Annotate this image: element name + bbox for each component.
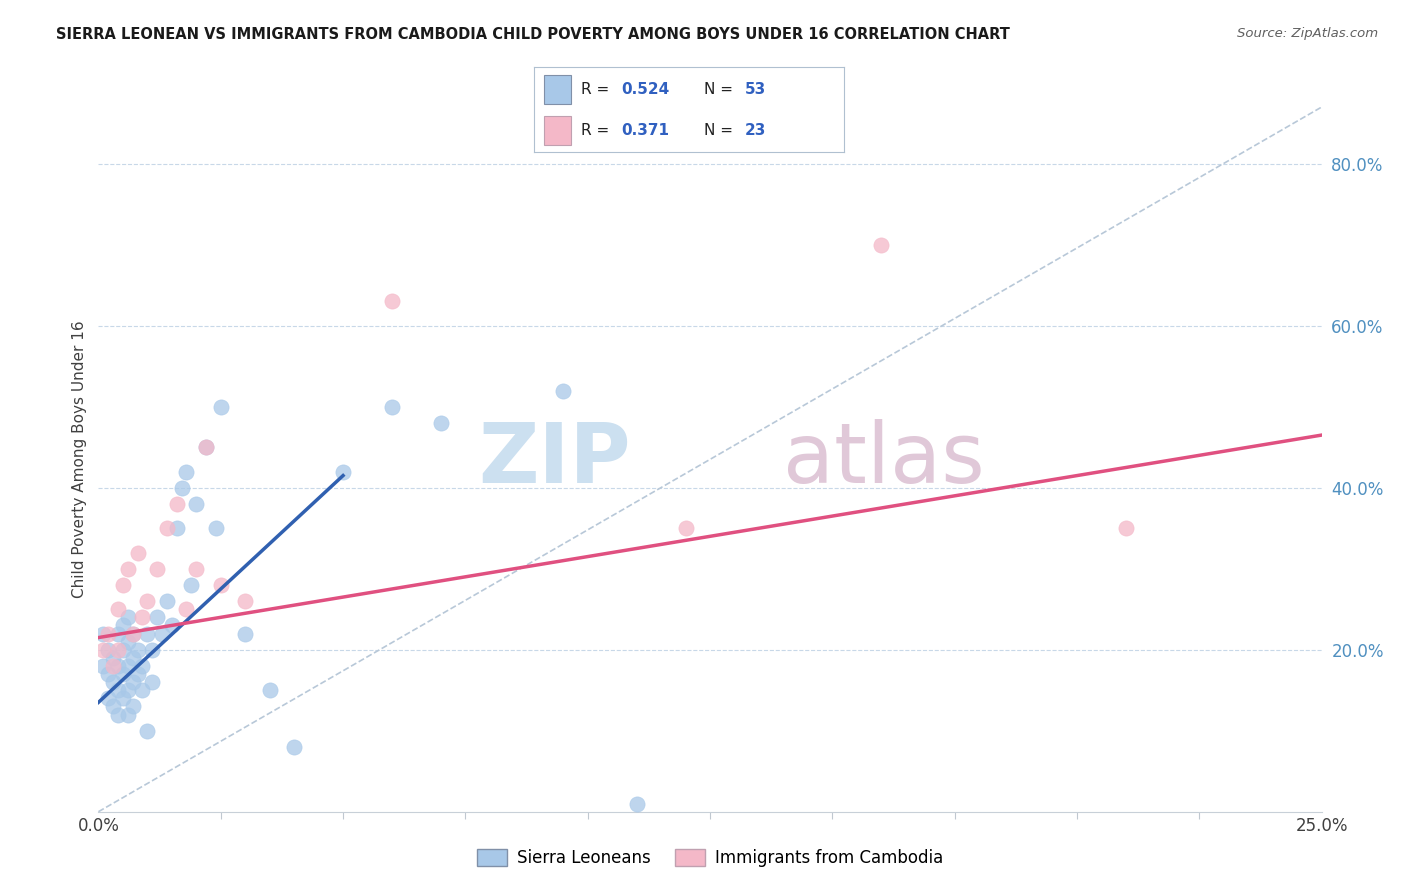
Point [117, 610, 139, 624]
Legend: Sierra Leoneans, Immigrants from Cambodia: Sierra Leoneans, Immigrants from Cambodi… [470, 842, 950, 874]
Point [97, 691, 120, 706]
Point [101, 659, 124, 673]
Point [156, 521, 179, 535]
Point [150, 626, 173, 640]
Point [131, 659, 153, 673]
Point [233, 626, 256, 640]
Point [176, 602, 198, 616]
Point [176, 465, 198, 479]
Point [91, 659, 114, 673]
Point [205, 521, 228, 535]
Point [141, 675, 163, 690]
Text: SIERRA LEONEAN VS IMMIGRANTS FROM CAMBODIA CHILD POVERTY AMONG BOYS UNDER 16 COR: SIERRA LEONEAN VS IMMIGRANTS FROM CAMBOD… [56, 27, 1010, 42]
Point [136, 723, 159, 738]
Point [101, 699, 124, 714]
Point [283, 739, 305, 754]
Point [160, 618, 183, 632]
Point [553, 384, 575, 398]
Point [136, 626, 159, 640]
Text: atlas: atlas [783, 419, 986, 500]
Point [121, 675, 143, 690]
Point [117, 562, 139, 576]
Point [1115, 521, 1137, 535]
Point [166, 521, 188, 535]
Point [91, 626, 114, 640]
Point [195, 440, 218, 454]
Point [127, 642, 149, 657]
Point [107, 707, 129, 722]
Point [209, 578, 232, 592]
Point [111, 642, 134, 657]
Point [146, 610, 169, 624]
Point [186, 562, 208, 576]
Point [107, 602, 129, 616]
Point [107, 683, 129, 698]
Point [101, 650, 124, 665]
Text: Source: ZipAtlas.com: Source: ZipAtlas.com [1237, 27, 1378, 40]
Point [381, 400, 404, 414]
Text: R =: R = [581, 82, 609, 97]
Text: 23: 23 [745, 123, 766, 138]
Point [233, 594, 256, 608]
Point [127, 545, 149, 559]
Point [156, 594, 179, 608]
Text: ZIP: ZIP [478, 419, 630, 500]
Point [675, 521, 697, 535]
Point [101, 675, 124, 690]
Point [97, 667, 120, 681]
Point [121, 699, 143, 714]
Point [430, 416, 453, 430]
Point [107, 626, 129, 640]
Point [117, 634, 139, 648]
Point [111, 578, 134, 592]
Point [97, 642, 120, 657]
Point [186, 497, 208, 511]
Point [111, 691, 134, 706]
Point [111, 618, 134, 632]
Point [146, 562, 169, 576]
Point [97, 626, 120, 640]
Point [107, 659, 129, 673]
Point [117, 707, 139, 722]
Point [121, 650, 143, 665]
Point [136, 594, 159, 608]
FancyBboxPatch shape [544, 116, 571, 145]
Point [117, 683, 139, 698]
Text: 0.371: 0.371 [621, 123, 669, 138]
Text: R =: R = [581, 123, 609, 138]
Point [141, 642, 163, 657]
FancyBboxPatch shape [544, 76, 571, 104]
Point [209, 400, 232, 414]
Point [91, 642, 114, 657]
Text: N =: N = [704, 123, 734, 138]
Point [131, 683, 153, 698]
Text: N =: N = [704, 82, 734, 97]
Point [332, 465, 354, 479]
Point [121, 626, 143, 640]
Point [381, 294, 404, 309]
Point [127, 667, 149, 681]
Point [626, 797, 648, 811]
Point [195, 440, 218, 454]
Y-axis label: Child Poverty Among Boys Under 16: Child Poverty Among Boys Under 16 [72, 320, 87, 599]
Point [111, 667, 134, 681]
Text: 0.524: 0.524 [621, 82, 669, 97]
Point [259, 683, 281, 698]
Point [117, 659, 139, 673]
Point [170, 481, 193, 495]
Point [870, 237, 893, 252]
Point [107, 642, 129, 657]
Text: 53: 53 [745, 82, 766, 97]
Point [180, 578, 202, 592]
Point [166, 497, 188, 511]
Point [131, 610, 153, 624]
Point [121, 626, 143, 640]
